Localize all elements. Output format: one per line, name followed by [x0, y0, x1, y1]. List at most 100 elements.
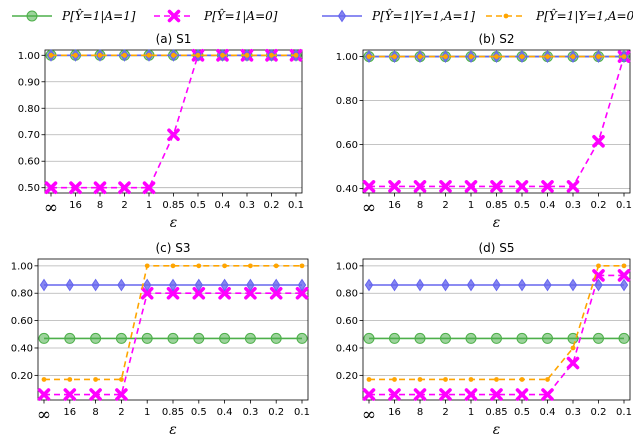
marker-x — [93, 181, 107, 195]
marker-x-stroke — [167, 9, 181, 23]
x-tick-label: 2 — [442, 200, 448, 211]
marker-dot — [596, 263, 601, 269]
chart-panel: 0.40 0.60 0.80 1.00 ∞ 16 8 2 1 0.85 0.5 0.4 0.3 0.2 0.… — [336, 32, 632, 231]
chart-panel: 0.20 0.40 0.60 0.80 1.00 ∞ 16 8 2 1 0.85 0.5 0.4 0.3 0… — [11, 241, 310, 438]
y-tick-label: 0.80 — [336, 289, 358, 300]
marker-dot — [468, 54, 474, 59]
marker-diamond — [220, 278, 229, 292]
marker-dot — [392, 54, 397, 59]
marker-x — [439, 180, 452, 193]
marker-x-stroke — [167, 128, 180, 142]
marker-x — [388, 180, 401, 193]
marker-diamond — [594, 278, 603, 292]
marker-x — [44, 181, 58, 195]
marker-x — [167, 128, 180, 142]
marker-x-stroke — [592, 135, 605, 148]
marker-diamond — [194, 278, 203, 292]
marker-x — [244, 286, 257, 300]
marker-dot — [392, 377, 397, 382]
marker-x — [167, 9, 181, 23]
series-line — [44, 265, 302, 381]
marker-x — [413, 388, 427, 401]
marker-x — [269, 286, 283, 300]
marker-x-stroke — [115, 388, 128, 401]
marker-dot — [293, 52, 299, 58]
marker-x-stroke — [63, 388, 77, 401]
marker-x — [464, 388, 478, 401]
marker-circle — [219, 332, 231, 344]
marker-dot — [545, 54, 550, 59]
x-tick-label: 0.5 — [191, 407, 207, 418]
marker-x-stroke — [362, 388, 376, 401]
marker-dot — [545, 377, 550, 382]
marker-x-stroke — [515, 180, 529, 193]
marker-x-stroke — [617, 269, 631, 282]
marker-dot — [170, 263, 176, 269]
y-tick-label: 0.60 — [18, 157, 40, 168]
x-tick-label: 16 — [63, 407, 76, 418]
marker-x — [362, 388, 376, 401]
series-line — [44, 292, 302, 396]
marker-dot — [299, 263, 305, 269]
marker-x-stroke — [490, 180, 503, 193]
marker-dot — [122, 52, 127, 58]
x-tick-label: 0.4 — [217, 407, 233, 418]
marker-x — [89, 388, 102, 401]
legend-item: P[Ŷ=1|Y=1,A=1] — [322, 8, 475, 23]
marker-dot — [146, 52, 152, 58]
marker-x-stroke — [93, 181, 107, 195]
y-tick-label: 1.00 — [336, 261, 358, 272]
marker-x-stroke — [566, 356, 580, 370]
marker-dot — [93, 377, 98, 382]
x-tick-label: 0.1 — [288, 200, 304, 211]
marker-dot — [73, 52, 78, 58]
x-tick-label: 1 — [468, 407, 474, 418]
series-4 — [366, 263, 627, 382]
x-tick-label: 0.3 — [242, 407, 258, 418]
marker-x-stroke — [413, 388, 427, 401]
marker-dot — [244, 52, 250, 58]
marker-x — [566, 356, 580, 370]
marker-dot — [443, 54, 448, 59]
marker-dot — [596, 54, 601, 59]
x-tick-label: 16 — [388, 200, 401, 211]
x-tick-label: 0.85 — [162, 200, 184, 211]
series-1 — [38, 332, 308, 344]
marker-x — [413, 180, 427, 193]
x-tick-label: 0.2 — [264, 200, 280, 211]
plot-frame — [44, 49, 303, 194]
x-tick-label: 0.5 — [514, 407, 530, 418]
x-tick-label: 0.4 — [540, 407, 556, 418]
x-tick-label: 0.1 — [294, 407, 310, 418]
marker-x-stroke — [413, 180, 427, 193]
marker-dot — [48, 52, 54, 58]
marker-circle — [141, 332, 153, 344]
y-tick-label: 0.80 — [18, 104, 40, 115]
x-tick-label: 1 — [146, 200, 152, 211]
marker-dot — [97, 52, 103, 58]
marker-circle — [414, 332, 426, 344]
chart-title: (b) S2 — [478, 32, 514, 46]
marker-circle — [618, 332, 630, 344]
marker-x-stroke — [464, 388, 478, 401]
x-tick-label: ∞ — [44, 198, 58, 218]
marker-x — [295, 286, 309, 300]
marker-dot — [196, 263, 202, 269]
marker-x — [592, 269, 605, 282]
y-tick-label: 0.40 — [11, 343, 33, 354]
marker-x-stroke — [218, 286, 231, 300]
x-tick-label: 8 — [97, 200, 103, 211]
x-tick-label: 8 — [417, 407, 423, 418]
marker-x — [592, 135, 605, 148]
y-tick-label: 0.80 — [336, 96, 358, 107]
marker-diamond — [492, 278, 501, 292]
y-tick-label: 0.70 — [18, 130, 40, 141]
x-tick-label: 0.3 — [565, 200, 581, 211]
plot-frame — [362, 49, 631, 194]
marker-x — [515, 388, 529, 401]
x-axis-label: ε — [169, 422, 177, 438]
marker-x — [142, 181, 156, 195]
series-2 — [37, 286, 309, 401]
marker-diamond — [65, 278, 74, 292]
